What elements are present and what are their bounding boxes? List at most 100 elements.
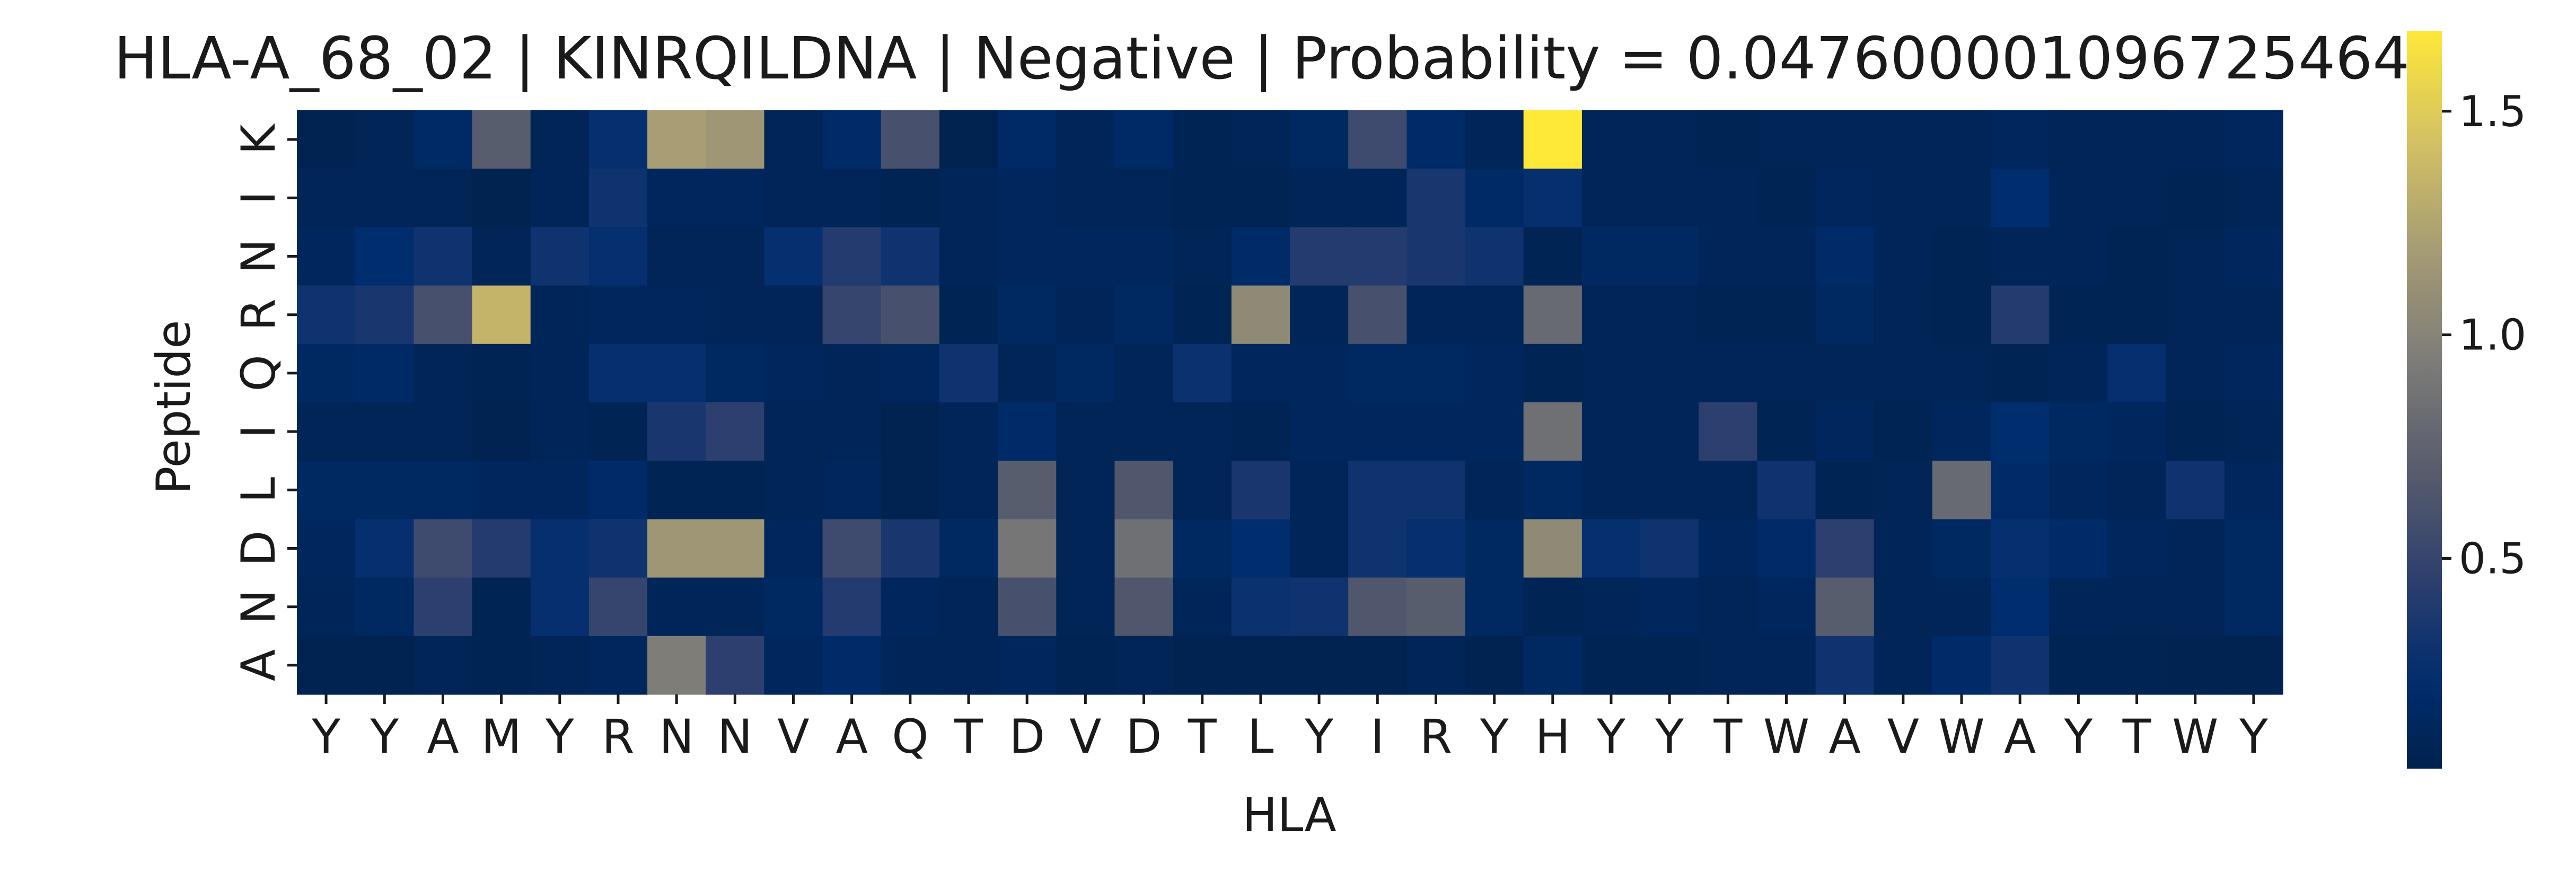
heatmap-cell — [1290, 110, 1349, 169]
x-tick-label: Y — [1596, 709, 1625, 764]
heatmap-cell — [764, 577, 823, 637]
heatmap-cell — [297, 461, 356, 519]
heatmap-cell — [1523, 285, 1582, 345]
heatmap-cell — [939, 461, 998, 519]
heatmap-cell — [414, 110, 473, 169]
heatmap-cell — [2049, 169, 2108, 227]
heatmap-cell — [1114, 577, 1174, 637]
x-tick-label: N — [659, 709, 694, 764]
heatmap-cell — [939, 636, 998, 695]
y-tick-label: I — [231, 191, 286, 205]
heatmap-cell — [764, 110, 823, 169]
heatmap-cell — [1406, 110, 1466, 169]
heatmap-cell — [998, 285, 1057, 345]
heatmap-cell — [297, 227, 356, 286]
heatmap-cell — [472, 169, 531, 227]
heatmap-cell — [1991, 577, 2050, 637]
heatmap-cell — [2224, 636, 2283, 695]
heatmap-cell — [1991, 110, 2050, 169]
heatmap-cell — [939, 227, 998, 286]
heatmap-cell — [939, 402, 998, 461]
heatmap-cell — [1932, 577, 1991, 637]
heatmap-cell — [939, 343, 998, 403]
heatmap-cell — [939, 110, 998, 169]
x-tick-label: I — [1370, 709, 1384, 764]
heatmap-cell — [1757, 577, 1816, 637]
heatmap-cell — [1874, 110, 1933, 169]
heatmap-cell — [2166, 169, 2225, 227]
heatmap-cell — [1290, 461, 1349, 519]
heatmap-cell — [1874, 636, 1933, 695]
x-tick-label: M — [481, 709, 522, 764]
heatmap-cell — [530, 343, 590, 403]
heatmap-cell — [588, 577, 648, 637]
x-tick-label: Y — [1480, 709, 1509, 764]
heatmap-cell — [939, 169, 998, 227]
heatmap-cell — [764, 461, 823, 519]
heatmap-cell — [706, 110, 765, 169]
x-tick-label: V — [777, 709, 809, 764]
heatmap-cell — [1465, 519, 1524, 578]
heatmap-cell — [1991, 519, 2050, 578]
heatmap-cell — [2224, 577, 2283, 637]
heatmap-cell — [1231, 285, 1290, 345]
heatmap-cell — [1757, 110, 1816, 169]
heatmap-cell — [1348, 110, 1407, 169]
heatmap-cell — [1173, 636, 1232, 695]
heatmap-cell — [822, 169, 882, 227]
heatmap-cell — [2166, 402, 2225, 461]
heatmap-cell — [1523, 461, 1582, 519]
heatmap-cell — [2224, 227, 2283, 286]
heatmap-cell — [2107, 227, 2167, 286]
heatmap-cell — [1290, 402, 1349, 461]
heatmap-cell — [1640, 577, 1699, 637]
heatmap-cell — [1815, 227, 1875, 286]
heatmap-cell — [1932, 110, 1991, 169]
heatmap-cell — [1523, 402, 1582, 461]
heatmap-cell — [1815, 461, 1875, 519]
heatmap-cell — [1757, 636, 1816, 695]
x-tick-label: W — [1939, 709, 1985, 764]
heatmap-cell — [1290, 636, 1349, 695]
heatmap-cell — [764, 169, 823, 227]
heatmap-cell — [1932, 519, 1991, 578]
heatmap-cell — [1231, 110, 1290, 169]
heatmap-cell — [1640, 285, 1699, 345]
heatmap-cell — [881, 227, 940, 286]
heatmap-cell — [472, 636, 531, 695]
heatmap-cell — [472, 461, 531, 519]
heatmap-cell — [1581, 577, 1641, 637]
heatmap-cell — [588, 285, 648, 345]
heatmap-cell — [1056, 577, 1115, 637]
heatmap-cell — [1406, 285, 1466, 345]
heatmap-cell — [1523, 577, 1582, 637]
heatmap-cell — [1874, 343, 1933, 403]
x-tick-label: T — [1713, 709, 1743, 764]
heatmap-cell — [1406, 169, 1466, 227]
heatmap-cell — [2049, 402, 2108, 461]
heatmap-cell — [706, 285, 765, 345]
heatmap-cell — [1465, 285, 1524, 345]
heatmap-cell — [1874, 577, 1933, 637]
heatmap-cell — [1056, 402, 1115, 461]
heatmap-cell — [1114, 169, 1174, 227]
heatmap-cell — [1581, 461, 1641, 519]
x-tick-label: A — [836, 709, 868, 764]
heatmap-cell — [998, 343, 1057, 403]
heatmap-cell — [1874, 227, 1933, 286]
heatmap-cell — [706, 402, 765, 461]
heatmap-cell — [1231, 227, 1290, 286]
heatmap-cell — [1290, 577, 1349, 637]
heatmap-cell — [2049, 519, 2108, 578]
heatmap-cell — [530, 636, 590, 695]
heatmap-cell — [2049, 636, 2108, 695]
heatmap-cell — [2049, 285, 2108, 345]
heatmap-cell — [588, 110, 648, 169]
heatmap-cell — [2224, 285, 2283, 345]
heatmap-cell — [414, 519, 473, 578]
heatmap-cell — [1757, 227, 1816, 286]
heatmap-cell — [1932, 169, 1991, 227]
heatmap-cell — [1348, 227, 1407, 286]
heatmap-cell — [822, 110, 882, 169]
heatmap-cell — [1640, 519, 1699, 578]
